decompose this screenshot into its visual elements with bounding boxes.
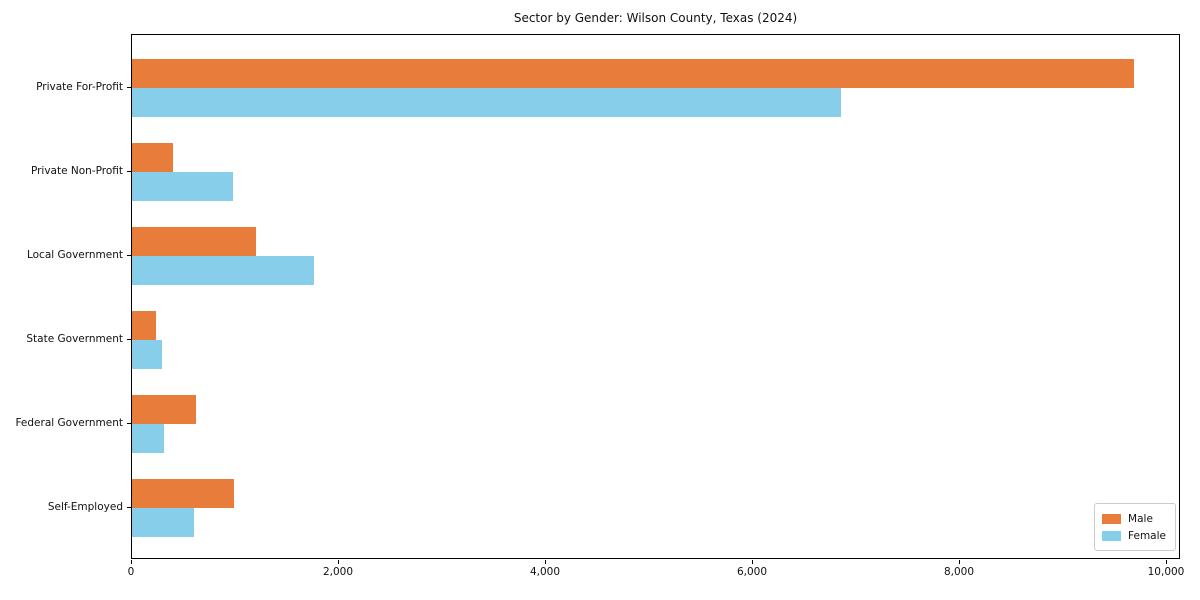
- y-tick-label: Private Non-Profit: [30, 165, 123, 177]
- bar-female-state-government: [132, 340, 162, 369]
- y-tick-mark: [127, 339, 131, 340]
- legend-label: Female: [1128, 529, 1166, 542]
- bar-male-private-non-profit: [132, 143, 173, 172]
- chart-title: Sector by Gender: Wilson County, Texas (…: [513, 11, 798, 25]
- x-tick-label: 8,000: [943, 566, 975, 578]
- bar-male-self-employed: [132, 479, 234, 508]
- x-tick-label: 2,000: [322, 566, 354, 578]
- x-tick-label: 4,000: [529, 566, 561, 578]
- bar-female-local-government: [132, 256, 314, 285]
- legend-swatch-male: [1102, 513, 1122, 524]
- y-tick-label: Self-Employed: [47, 501, 123, 513]
- x-tick-mark: [545, 560, 546, 564]
- x-tick-label: 10,000: [1147, 566, 1185, 578]
- bar-male-local-government: [132, 227, 256, 256]
- y-tick-mark: [127, 255, 131, 256]
- y-tick-label: Federal Government: [15, 417, 123, 429]
- bar-male-federal-government: [132, 395, 196, 424]
- x-tick-mark: [752, 560, 753, 564]
- legend: Male Female: [1094, 503, 1176, 551]
- y-tick-mark: [127, 507, 131, 508]
- bar-female-self-employed: [132, 508, 194, 537]
- bar-female-federal-government: [132, 424, 164, 453]
- bar-female-private-for-profit: [132, 88, 841, 117]
- y-tick-label: State Government: [26, 333, 123, 345]
- bar-male-private-for-profit: [132, 59, 1134, 88]
- x-tick-mark: [959, 560, 960, 564]
- legend-entry-male: Male: [1102, 510, 1166, 527]
- y-tick-label: Local Government: [26, 249, 123, 261]
- legend-label: Male: [1128, 512, 1153, 525]
- x-tick-mark: [338, 560, 339, 564]
- plot-area: Male Female: [131, 34, 1180, 559]
- legend-entry-female: Female: [1102, 527, 1166, 544]
- bar-female-private-non-profit: [132, 172, 233, 201]
- y-tick-mark: [127, 171, 131, 172]
- legend-swatch-female: [1102, 530, 1122, 541]
- x-tick-mark: [131, 560, 132, 564]
- y-tick-mark: [127, 87, 131, 88]
- y-tick-mark: [127, 423, 131, 424]
- y-tick-label: Private For-Profit: [36, 81, 123, 93]
- x-tick-mark: [1166, 560, 1167, 564]
- bar-male-state-government: [132, 311, 156, 340]
- x-tick-label: 0: [127, 566, 135, 578]
- x-tick-label: 6,000: [736, 566, 768, 578]
